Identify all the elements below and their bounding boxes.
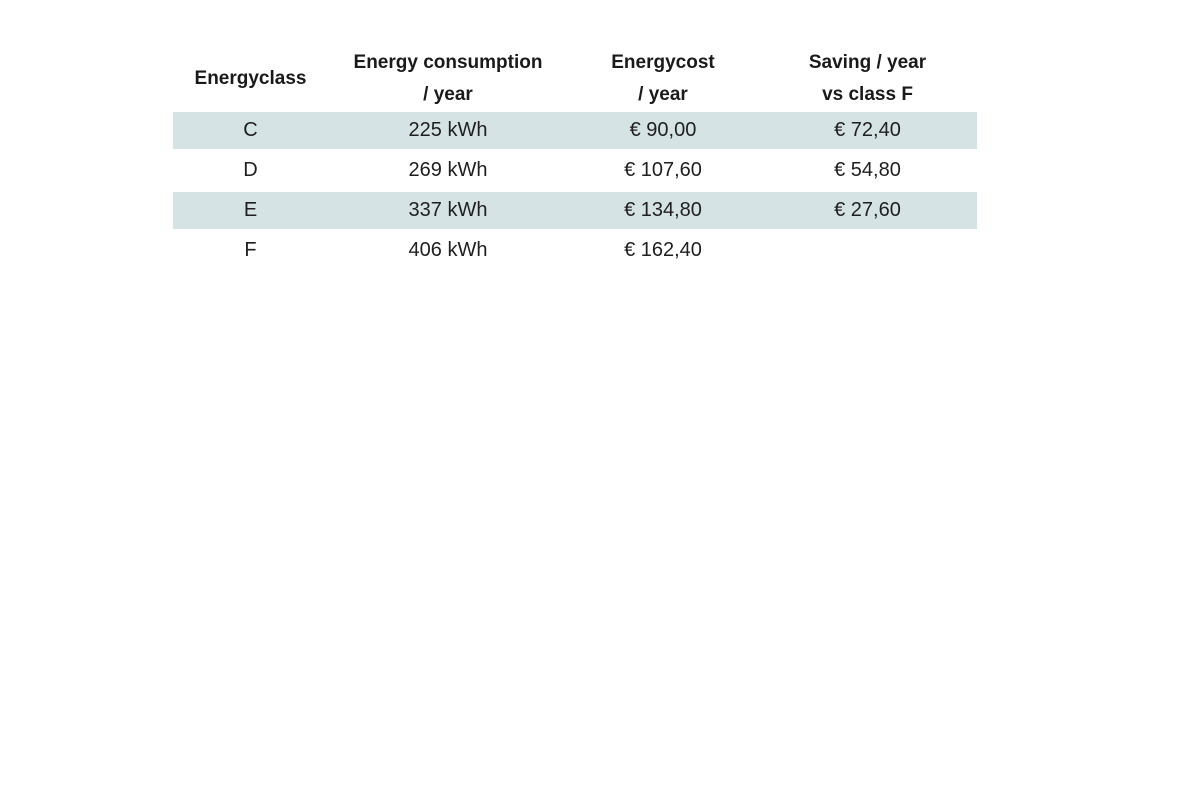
- header-energycost: Energycost / year: [568, 45, 758, 112]
- cell-consumption: 406 kWh: [328, 232, 568, 272]
- cell-saving: [758, 232, 977, 272]
- cell-energyclass: D: [173, 152, 328, 192]
- header-line: Energy consumption: [353, 52, 543, 74]
- cell-saving: € 72,40: [758, 112, 977, 152]
- header-saving: Saving / year vs class F: [758, 45, 977, 112]
- header-line: / year: [423, 83, 473, 105]
- table-header: Energyclass Energy consumption / year En…: [173, 45, 977, 112]
- cell-consumption: 337 kWh: [328, 192, 568, 232]
- cell-cost: € 107,60: [568, 152, 758, 192]
- table-row-class-f: F 406 kWh € 162,40: [173, 232, 977, 272]
- cell-cost: € 162,40: [568, 232, 758, 272]
- table-body: C 225 kWh € 90,00 € 72,40 D 269 kWh € 10…: [173, 112, 977, 272]
- header-line: / year: [638, 83, 688, 105]
- energy-comparison-table-wrap: Energyclass Energy consumption / year En…: [173, 45, 977, 272]
- header-line: vs class F: [822, 83, 913, 105]
- cell-cost: € 134,80: [568, 192, 758, 232]
- cell-saving: € 54,80: [758, 152, 977, 192]
- cell-consumption: 269 kWh: [328, 152, 568, 192]
- cell-energyclass: F: [173, 232, 328, 272]
- table-row-class-d: D 269 kWh € 107,60 € 54,80: [173, 152, 977, 192]
- cell-cost: € 90,00: [568, 112, 758, 152]
- table-row-class-c: C 225 kWh € 90,00 € 72,40: [173, 112, 977, 152]
- header-energyclass: Energyclass: [173, 45, 328, 112]
- header-consumption: Energy consumption / year: [328, 45, 568, 112]
- cell-saving: € 27,60: [758, 192, 977, 232]
- cell-energyclass: C: [173, 112, 328, 152]
- header-line: Energycost: [611, 52, 715, 74]
- header-line: Energyclass: [194, 67, 307, 89]
- energy-comparison-table: Energyclass Energy consumption / year En…: [173, 45, 977, 272]
- cell-energyclass: E: [173, 192, 328, 232]
- header-row: Energyclass Energy consumption / year En…: [173, 45, 977, 112]
- table-row-class-e: E 337 kWh € 134,80 € 27,60: [173, 192, 977, 232]
- cell-consumption: 225 kWh: [328, 112, 568, 152]
- header-line: Saving / year: [808, 52, 927, 74]
